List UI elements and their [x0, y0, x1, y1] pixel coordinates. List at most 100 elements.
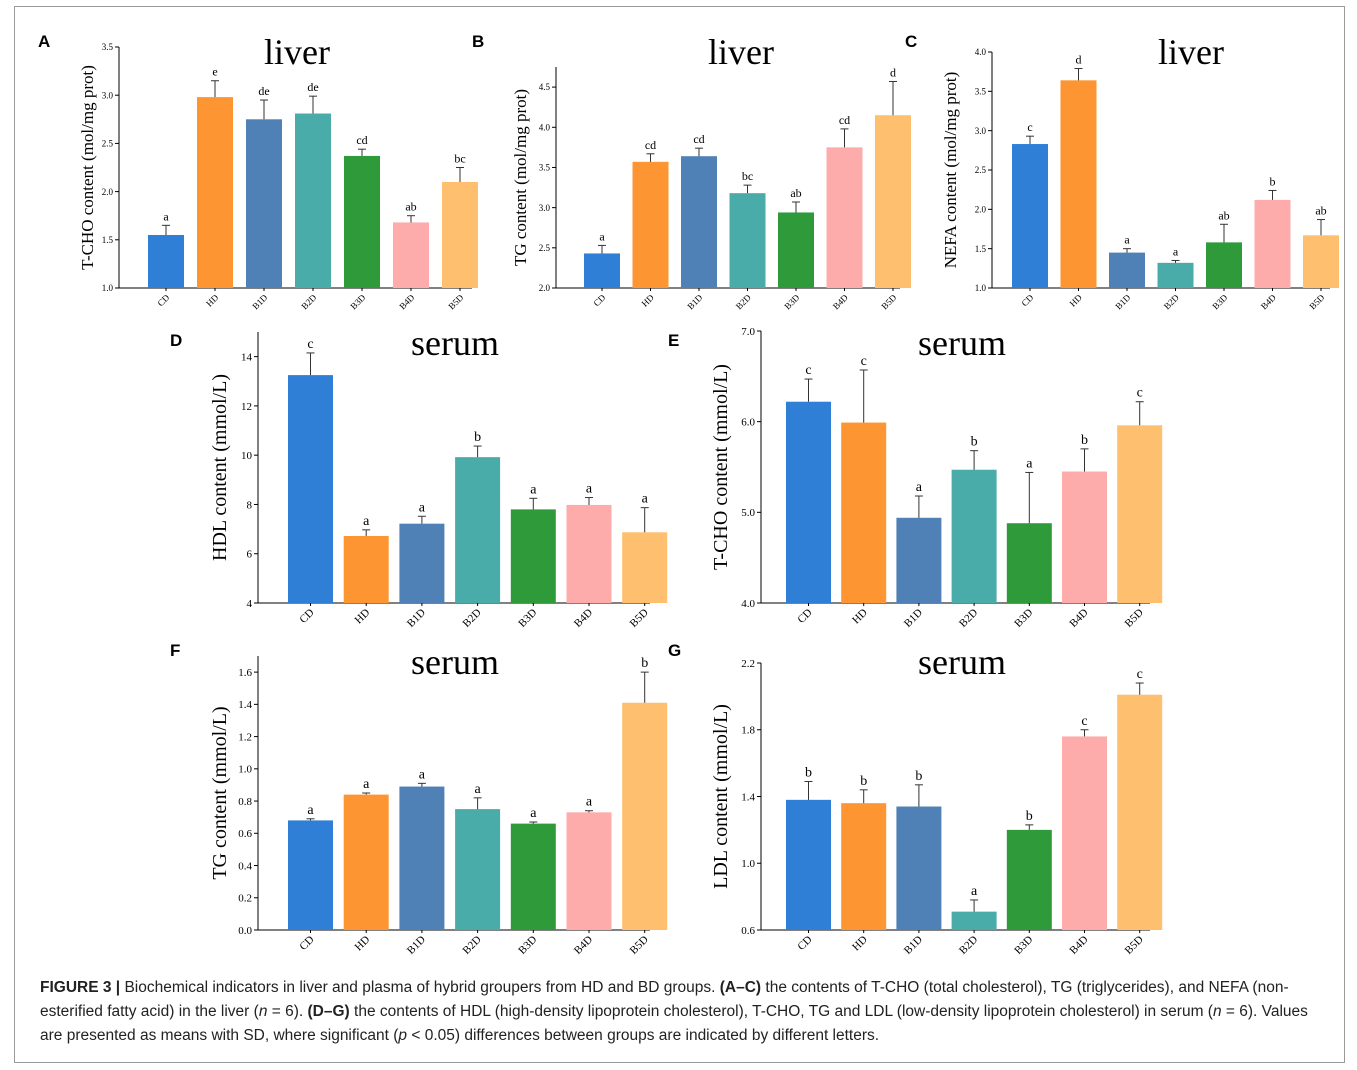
y-tick-label: 0.8 — [238, 796, 252, 808]
y-tick-label: 2.0 — [975, 204, 987, 214]
x-tick-label: B1D — [902, 934, 925, 957]
bar-b2d — [729, 193, 766, 288]
bar-cd — [1012, 144, 1048, 288]
x-tick-label: B2D — [957, 934, 980, 957]
x-tick-label: CD — [1019, 292, 1035, 308]
x-tick-label: B2D — [957, 607, 980, 630]
bar-b3d — [1206, 242, 1242, 288]
bar-b5d — [622, 532, 668, 603]
significance-label: c — [307, 337, 313, 352]
panel-letter: C — [905, 32, 917, 51]
x-tick-label: CD — [795, 934, 814, 953]
y-tick-label: 3.0 — [539, 203, 551, 213]
caption-sentence-3: = 6). — [271, 1003, 304, 1020]
bar-hd — [1060, 80, 1097, 288]
panel-letter: B — [472, 32, 484, 51]
y-tick-label: 1.0 — [975, 283, 987, 293]
figure-caption: FIGURE 3 | Biochemical indicators in liv… — [40, 976, 1330, 1048]
significance-label: a — [586, 482, 593, 497]
chart-title: serum — [918, 323, 1006, 363]
caption-p: p — [398, 1027, 408, 1044]
panel-letter: A — [38, 32, 50, 51]
x-tick-label: B3D — [782, 292, 801, 311]
bar-b3d — [1006, 523, 1052, 603]
significance-label: ab — [405, 200, 416, 214]
bar-hd — [197, 97, 233, 289]
y-tick-label: 4 — [247, 598, 253, 610]
significance-label: b — [860, 774, 867, 789]
x-tick-label: HD — [640, 292, 657, 309]
bar-b2d — [295, 113, 331, 289]
x-tick-label: B1D — [685, 292, 704, 311]
bar-cd — [288, 820, 333, 930]
chart-title: serum — [411, 642, 499, 682]
significance-label: ab — [790, 186, 801, 200]
x-tick-label: B1D — [1113, 292, 1132, 311]
x-tick-label: B4D — [1067, 934, 1090, 957]
significance-label: c — [805, 363, 811, 378]
y-tick-label: 0.2 — [238, 893, 252, 905]
x-tick-label: CD — [795, 607, 814, 626]
significance-label: a — [163, 209, 169, 223]
bar-b3d — [778, 212, 814, 288]
caption-sentence-6: < 0.05) differences between groups are i… — [411, 1027, 880, 1044]
y-tick-label: 1.2 — [238, 731, 252, 743]
x-tick-label: B5D — [628, 607, 651, 630]
y-tick-label: 3.0 — [102, 90, 114, 100]
bar-b3d — [1006, 829, 1052, 930]
bar-b3d — [344, 155, 380, 288]
bar-hd — [343, 535, 389, 603]
bar-cd — [288, 375, 333, 603]
x-tick-label: B2D — [461, 934, 484, 957]
bar-b5d — [442, 181, 478, 288]
bar-b5d — [1117, 425, 1163, 603]
significance-label: b — [474, 430, 481, 445]
x-tick-label: B5D — [1123, 607, 1146, 630]
y-tick-label: 5.0 — [741, 507, 755, 519]
bar-b5d — [875, 115, 911, 288]
x-tick-label: B5D — [1123, 934, 1146, 957]
panel-letter: G — [668, 641, 681, 660]
bar-b1d — [246, 119, 282, 288]
y-tick-label: 0.6 — [238, 828, 252, 840]
bar-b4d — [566, 812, 612, 930]
x-tick-label: B2D — [1162, 292, 1181, 311]
y-tick-label: 2.5 — [102, 139, 114, 149]
y-tick-label: 4.0 — [975, 47, 987, 57]
significance-label: cd — [645, 138, 656, 152]
x-tick-label: B4D — [1067, 607, 1090, 630]
bar-b1d — [896, 806, 942, 930]
y-tick-label: 1.8 — [741, 725, 755, 737]
x-tick-label: CD — [297, 607, 316, 626]
y-tick-label: 10 — [241, 450, 253, 462]
chart-title: serum — [918, 642, 1006, 682]
significance-label: c — [1081, 714, 1087, 729]
significance-label: de — [258, 84, 269, 98]
x-tick-label: B3D — [348, 292, 367, 311]
y-tick-label: 8 — [247, 499, 253, 511]
y-tick-label: 1.5 — [975, 244, 987, 254]
y-tick-label: 1.4 — [741, 791, 755, 803]
significance-label: d — [1076, 53, 1082, 67]
y-axis-label: T-CHO content (mol/mg prot) — [78, 65, 97, 270]
bar-b5d — [622, 702, 668, 930]
significance-label: a — [586, 795, 593, 810]
y-tick-label: 1.0 — [102, 283, 114, 293]
significance-label: a — [1173, 244, 1179, 258]
y-axis-label: NEFA content (mol/mg prot) — [941, 72, 960, 269]
x-tick-label: HD — [353, 607, 373, 627]
bar-b1d — [399, 523, 445, 603]
bar-hd — [632, 161, 669, 288]
bar-b5d — [1303, 235, 1339, 288]
y-tick-label: 3.5 — [539, 163, 551, 173]
significance-label: b — [971, 435, 978, 450]
y-tick-label: 2.5 — [975, 165, 987, 175]
caption-sentence-2: the contents of T-CHO (total cholesterol… — [40, 979, 1289, 1020]
significance-label: b — [1081, 433, 1088, 448]
y-tick-label: 4.0 — [539, 122, 551, 132]
y-tick-label: 0.6 — [741, 925, 755, 937]
x-tick-label: B2D — [734, 292, 753, 311]
